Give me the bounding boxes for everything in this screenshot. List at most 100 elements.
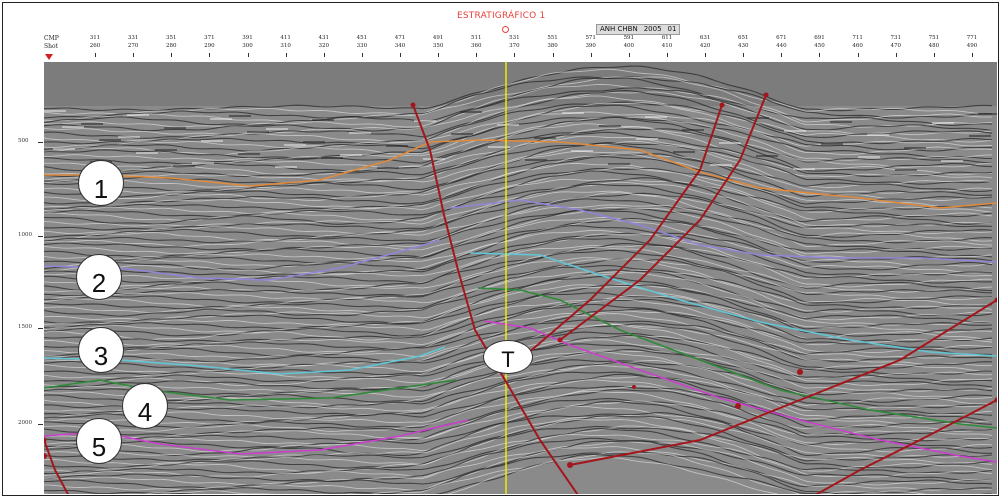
seismic-reflector (44, 389, 993, 436)
cmp-tick-label: 691 (814, 35, 825, 41)
seismic-reflector (44, 162, 993, 209)
time-axis-tick (38, 424, 43, 425)
time-axis-tick (38, 142, 43, 143)
top-axis-tick (514, 53, 516, 57)
seismic-reflector (44, 217, 993, 260)
seismic-noise-streak (127, 114, 149, 116)
seismic-reflector (44, 156, 993, 205)
shot-tick-label: 340 (394, 43, 406, 49)
line-name: ANH CHBN (600, 25, 638, 33)
section-start-marker-icon (45, 54, 53, 60)
seismic-noise-streak (710, 164, 732, 166)
top-axis-tick (743, 53, 745, 57)
seismic-reflector (44, 95, 993, 143)
shot-tick-label: 300 (242, 43, 253, 49)
time-tick-label: 1500 (18, 324, 32, 330)
seismic-reflector (44, 323, 993, 370)
seismic-reflector (44, 142, 993, 185)
horizon-line (44, 379, 457, 401)
fault-intersection-node (797, 369, 803, 375)
fault-end-node (719, 102, 725, 108)
shot-tick-label: 450 (814, 43, 825, 49)
shot-tick-label: 350 (432, 43, 444, 49)
seismic-reflector (44, 140, 993, 188)
seismic-noise-streak (571, 150, 593, 152)
seismic-noise-streak (53, 148, 75, 150)
seismic-reflector (44, 245, 993, 288)
top-axis-tick (628, 53, 630, 57)
fault-end-node (44, 437, 47, 443)
seismic-reflector (44, 390, 993, 440)
seismic-noise-streak (312, 119, 334, 121)
seismic-reflector (44, 258, 993, 304)
seismic-noise-streak (192, 162, 214, 164)
top-axis-tick (857, 53, 859, 57)
top-axis-tick (247, 53, 249, 57)
cmp-tick-label: 371 (204, 35, 215, 41)
seismic-noise-streak (645, 116, 667, 118)
seismic-reflector (44, 206, 993, 255)
seismic-noise-streak (99, 139, 121, 141)
cmp-tick-label: 731 (890, 35, 901, 41)
seismic-reflector (44, 111, 993, 156)
seismic-reflector (44, 128, 993, 172)
horizon-line (483, 320, 997, 463)
seismic-reflector (44, 412, 992, 457)
seismic-noise-streak (858, 156, 880, 158)
shot-tick-label: 360 (471, 43, 482, 49)
fault-line (569, 299, 997, 466)
cmp-tick-label: 671 (776, 35, 787, 41)
seismic-noise-streak (756, 155, 778, 157)
seismic-noise-streak (377, 167, 399, 169)
cmp-tick-label: 311 (89, 35, 101, 41)
seismic-reflector (44, 209, 993, 259)
fault-end-node (994, 397, 997, 403)
seismic-reflector (44, 303, 993, 350)
shot-tick-label: 380 (547, 43, 558, 49)
shot-tick-label: 260 (89, 43, 101, 49)
top-axis-tick (95, 53, 96, 57)
seismic-noise-streak (136, 152, 158, 154)
seismic-noise-streak (210, 118, 232, 120)
fault-end-node (410, 102, 416, 108)
top-axis-tick (476, 53, 478, 57)
seismic-reflector (44, 229, 993, 275)
seismic-reflector (44, 192, 993, 242)
cmp-tick-label: 411 (280, 35, 291, 41)
seismic-reflector (44, 225, 993, 271)
horizon-marker-5: 5 (76, 418, 122, 464)
seismic-reflector (44, 371, 993, 416)
cmp-row-label: CMP (44, 35, 59, 42)
seismic-noise-streak (904, 147, 926, 149)
cmp-tick-label: 551 (547, 35, 558, 41)
cmp-tick-label: 471 (394, 35, 406, 41)
top-axis-tick (323, 53, 325, 57)
fault-end-node (994, 297, 997, 303)
horizon-line (477, 287, 997, 429)
seismic-reflector (44, 269, 993, 317)
cmp-tick-label: 431 (318, 35, 330, 41)
seismic-reflector (44, 177, 993, 225)
shot-tick-label: 470 (890, 43, 901, 49)
shot-tick-label: 330 (356, 43, 368, 49)
seismic-noise-streak (284, 144, 306, 146)
shot-tick-label: 310 (280, 43, 291, 49)
seismic-reflector (44, 76, 993, 119)
seismic-reflector (44, 425, 993, 469)
cmp-tick-label: 711 (852, 35, 863, 41)
seismic-reflector (44, 167, 993, 211)
seismic-noise-streak (525, 159, 547, 161)
cmp-tick-label: 651 (737, 35, 749, 41)
shot-tick-label: 410 (661, 43, 673, 49)
fault-line (44, 439, 69, 494)
seismic-reflector (44, 68, 993, 115)
top-axis-tick (972, 53, 973, 57)
seismic-noise-streak (386, 145, 408, 147)
seismic-noise-streak (932, 122, 954, 124)
shot-row-label: Shot (44, 43, 58, 50)
shot-tick-label: 400 (623, 43, 635, 49)
seismic-reflector (44, 218, 993, 264)
top-axis-tick (819, 53, 821, 57)
seismic-reflector (44, 183, 993, 231)
seismic-reflector (44, 207, 993, 251)
